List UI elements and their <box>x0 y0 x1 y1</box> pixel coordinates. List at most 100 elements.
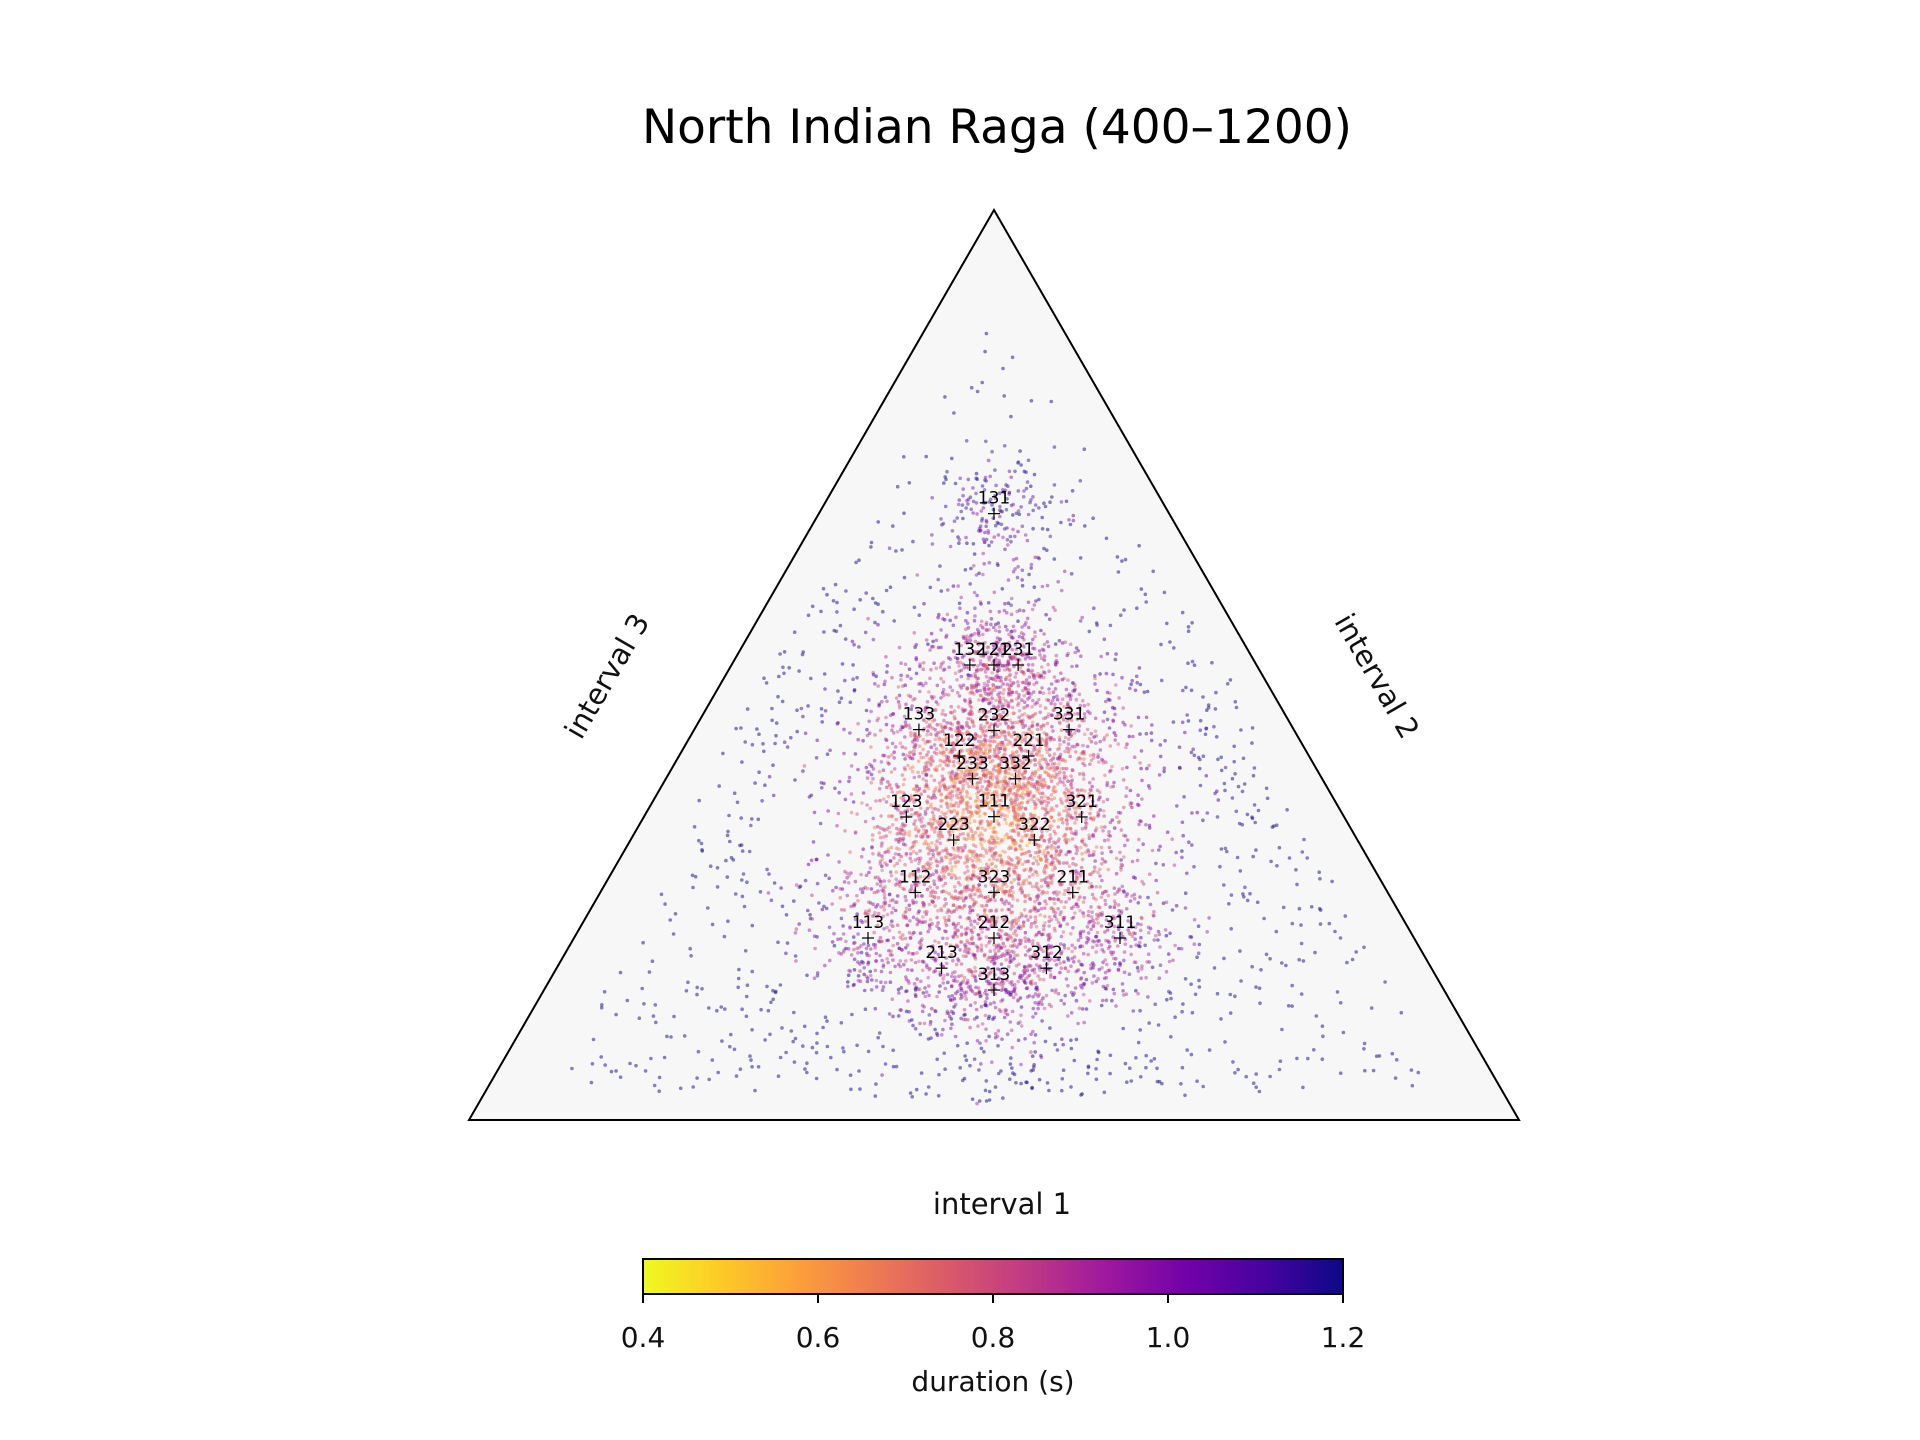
scatter-point-3453 <box>882 892 887 897</box>
scatter-point-2871 <box>923 910 927 914</box>
scatter-point-2557 <box>958 789 962 794</box>
scatter-point-1534 <box>960 789 964 793</box>
scatter-point-3541 <box>1022 882 1026 886</box>
scatter-point-1735 <box>999 798 1003 803</box>
scatter-point-2977 <box>935 924 939 928</box>
scatter-point-1507 <box>964 802 969 807</box>
scatter-point-315 <box>958 660 963 665</box>
scatter-point-36 <box>986 531 991 535</box>
scatter-point-4910 <box>1170 908 1175 912</box>
scatter-point-1611 <box>1005 783 1010 787</box>
scatter-point-2799 <box>1071 861 1075 866</box>
scatter-point-2718 <box>1024 834 1028 838</box>
scatter-point-3907 <box>927 968 931 972</box>
scatter-point-2605 <box>977 866 982 871</box>
scatter-point-2011 <box>883 861 887 865</box>
scatter-point-4756 <box>1049 399 1054 404</box>
scatter-point-1405 <box>1045 721 1050 726</box>
scatter-point-1239 <box>942 750 946 755</box>
scatter-point-3540 <box>945 910 949 915</box>
scatter-point-1556 <box>925 705 929 709</box>
scatter-point-4184 <box>993 1032 998 1036</box>
scatter-point-678 <box>917 744 922 748</box>
scatter-point-426 <box>973 672 977 676</box>
scatter-point-3943 <box>1063 966 1068 970</box>
scatter-point-1634 <box>1041 716 1046 721</box>
scatter-point-1773 <box>872 825 877 830</box>
scatter-point-2573 <box>921 828 926 832</box>
scatter-point-3074 <box>942 904 947 908</box>
scatter-point-226 <box>957 664 961 668</box>
scatter-point-2988 <box>983 866 988 870</box>
scatter-point-3640 <box>1086 931 1091 935</box>
scatter-point-2671 <box>1022 814 1026 818</box>
scatter-point-4991 <box>907 481 912 485</box>
scatter-point-1745 <box>1048 827 1052 831</box>
scatter-point-4587 <box>1008 888 1013 893</box>
scatter-point-366 <box>972 631 977 636</box>
scatter-point-4129 <box>1029 1050 1033 1054</box>
scatter-point-2889 <box>878 879 883 883</box>
scatter-point-4261 <box>1140 778 1144 783</box>
scatter-point-690 <box>912 733 917 738</box>
scatter-point-3547 <box>1015 953 1020 957</box>
scatter-point-3197 <box>1099 924 1104 928</box>
scatter-point-897 <box>956 690 960 695</box>
scatter-point-1931 <box>989 820 994 824</box>
scatter-point-3115 <box>1001 890 1005 894</box>
scatter-point-2042 <box>1019 852 1024 857</box>
scatter-point-17 <box>1021 495 1026 499</box>
scatter-point-3206 <box>1090 853 1095 857</box>
scatter-point-440 <box>1000 654 1005 658</box>
scatter-point-329 <box>994 652 998 656</box>
scatter-point-3265 <box>1064 852 1068 857</box>
scatter-point-4284 <box>1036 908 1040 913</box>
scatter-point-1132 <box>917 710 922 715</box>
scatter-point-2746 <box>1011 806 1015 810</box>
scatter-point-631 <box>1028 656 1032 661</box>
scatter-point-2037 <box>1020 835 1025 839</box>
scatter-point-4769 <box>1165 997 1169 1002</box>
scatter-point-2387 <box>1048 775 1053 780</box>
scatter-point-1427 <box>976 798 980 802</box>
scatter-point-2541 <box>897 882 901 887</box>
scatter-point-4330 <box>1162 766 1167 770</box>
scatter-point-320 <box>964 618 968 623</box>
scatter-point-333 <box>974 573 979 577</box>
scatter-point-2229 <box>977 747 981 751</box>
scatter-point-1279 <box>957 732 962 737</box>
scatter-point-777 <box>958 731 962 736</box>
scatter-point-3926 <box>964 932 968 936</box>
scatter-point-121 <box>984 518 989 523</box>
scatter-point-4558 <box>910 845 915 849</box>
scatter-point-1142 <box>914 811 918 815</box>
scatter-point-1527 <box>913 811 917 816</box>
scatter-point-2673 <box>1028 897 1033 901</box>
scatter-point-1289 <box>1052 775 1056 780</box>
scatter-point-3480 <box>1024 914 1028 919</box>
scatter-point-1623 <box>1069 780 1073 784</box>
scatter-point-4476 <box>590 1062 595 1066</box>
scatter-point-3478 <box>980 926 985 930</box>
scatter-point-936 <box>1037 748 1041 753</box>
scatter-point-4869 <box>920 959 925 964</box>
scatter-point-1578 <box>947 693 951 697</box>
scatter-point-28 <box>961 487 965 491</box>
scatter-point-1868 <box>865 803 869 807</box>
scatter-point-4392 <box>1192 864 1196 869</box>
scatter-point-646 <box>915 738 919 742</box>
scatter-point-2809 <box>968 814 972 819</box>
scatter-point-2437 <box>1059 800 1064 804</box>
scatter-point-3473 <box>971 941 976 946</box>
scatter-point-1209 <box>949 776 954 780</box>
scatter-point-1469 <box>947 771 951 775</box>
scatter-point-283 <box>955 678 959 682</box>
scatter-point-3983 <box>1005 1032 1010 1036</box>
scatter-point-3064 <box>953 884 957 889</box>
scatter-point-4337 <box>851 935 856 939</box>
scatter-point-1123 <box>996 718 1000 723</box>
scatter-point-4211 <box>1019 1013 1023 1017</box>
scatter-point-1404 <box>1061 717 1066 722</box>
scatter-point-3664 <box>1138 928 1143 933</box>
scatter-point-3049 <box>986 927 991 931</box>
